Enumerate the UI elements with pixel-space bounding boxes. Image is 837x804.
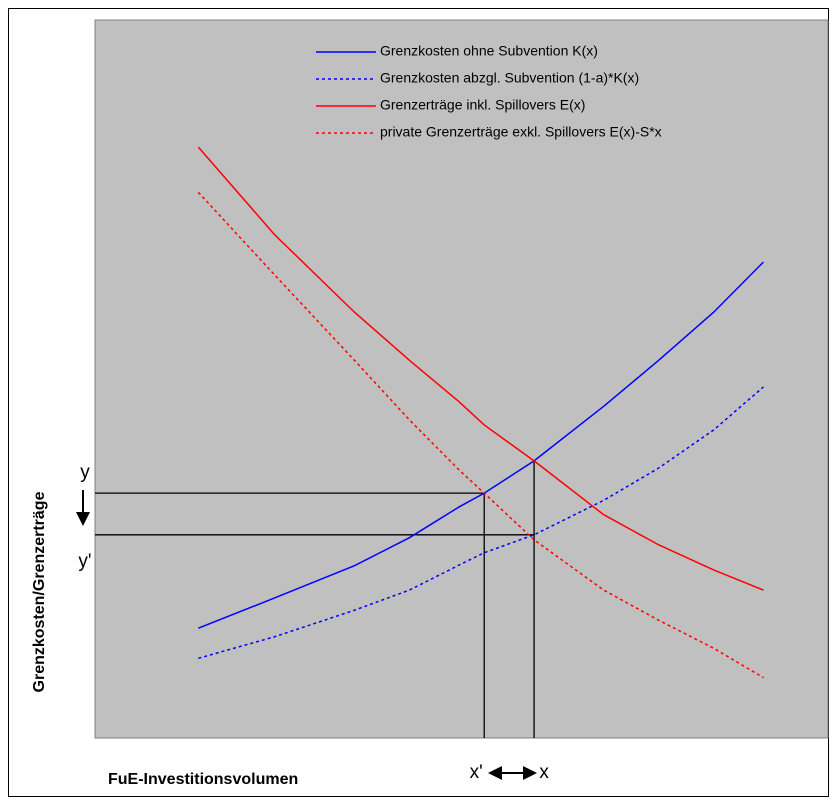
- x-axis-label: FuE-Investitionsvolumen: [108, 771, 298, 788]
- legend-label: private Grenzerträge exkl. Spillovers E(…: [380, 124, 662, 140]
- arrow-head: [488, 766, 502, 780]
- plot-area: [94, 19, 829, 739]
- legend-label: Grenzkosten ohne Subvention K(x): [380, 43, 598, 59]
- arrow-head: [76, 512, 90, 526]
- y-axis-label: Grenzkosten/Grenzerträge: [31, 491, 48, 692]
- series-line: [197, 146, 764, 591]
- legend-label: Grenzkosten abzgl. Subvention (1-a)*K(x): [380, 70, 639, 86]
- x-marker-label: x': [470, 762, 483, 783]
- series-line: [198, 386, 764, 660]
- legend-label: Grenzerträge inkl. Spillovers E(x): [380, 97, 585, 113]
- y-marker-label: y': [78, 551, 91, 572]
- arrow-head: [523, 766, 537, 780]
- x-marker-label: x: [539, 762, 549, 783]
- series-line: [197, 191, 764, 679]
- y-marker-label: y: [80, 462, 90, 483]
